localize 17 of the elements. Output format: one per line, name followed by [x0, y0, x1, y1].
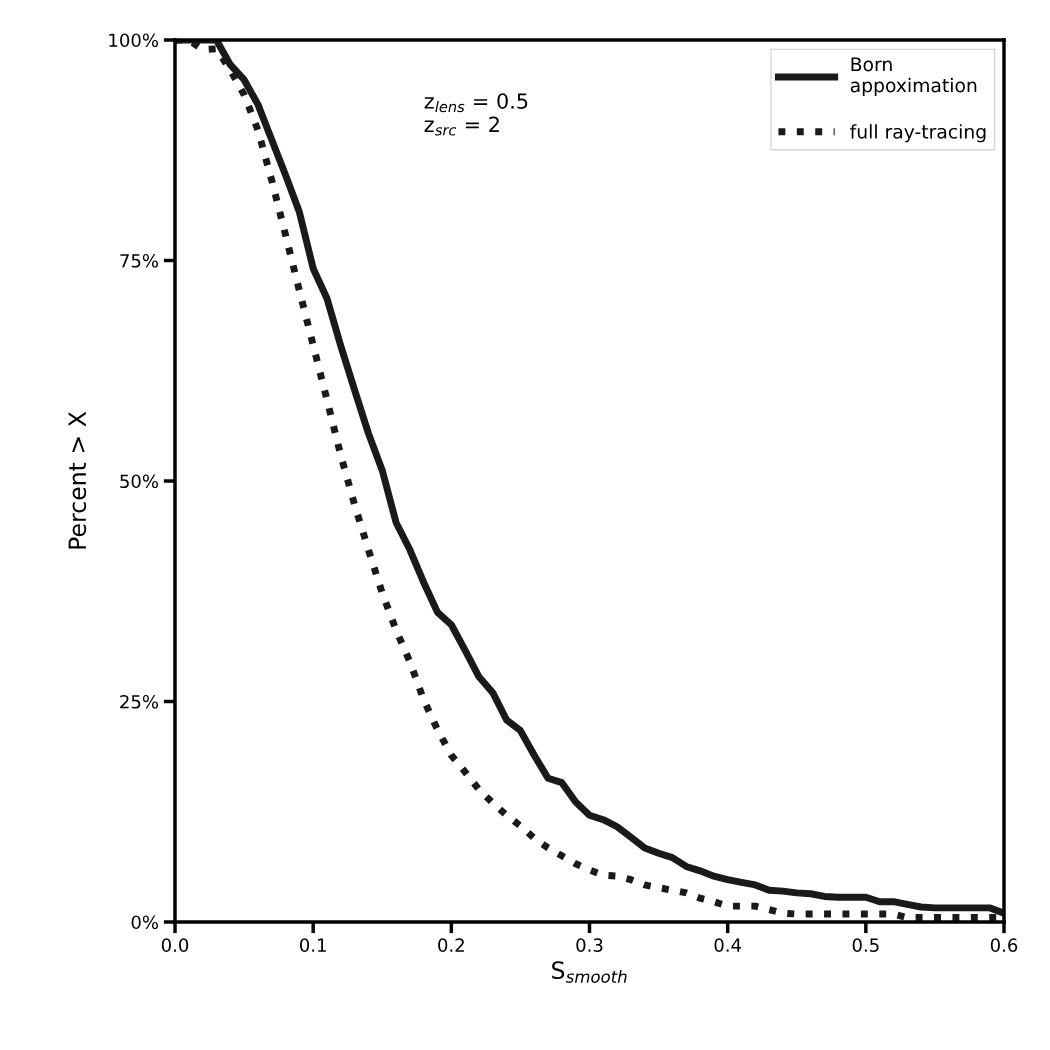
- y-tick-label: 25%: [120, 694, 159, 709]
- x-tick-label: 0.0: [161, 938, 189, 952]
- y-axis-title: Percent > X: [68, 411, 87, 549]
- legend-label: full ray-tracing: [850, 124, 986, 143]
- x-tick-label: 0.4: [714, 938, 742, 952]
- x-tick-label: 0.3: [576, 938, 603, 952]
- y-tick-label: 75%: [120, 253, 159, 268]
- legend-label: Born appoximation: [850, 57, 977, 97]
- y-tick-label: 100%: [109, 33, 159, 48]
- x-axis-title: S$_{smooth}$: [552, 961, 627, 983]
- text: z$_{lens}$ = 0.5 z$_{src}$ = 2: [424, 93, 528, 136]
- x-tick-label: 0.1: [300, 938, 326, 952]
- x-tick-label: 0.6: [990, 938, 1018, 952]
- y-tick-label: 50%: [120, 474, 159, 489]
- x-tick-label: 0.2: [438, 938, 464, 952]
- x-tick-label: 0.5: [852, 938, 879, 952]
- y-tick-label: 0%: [131, 915, 159, 930]
